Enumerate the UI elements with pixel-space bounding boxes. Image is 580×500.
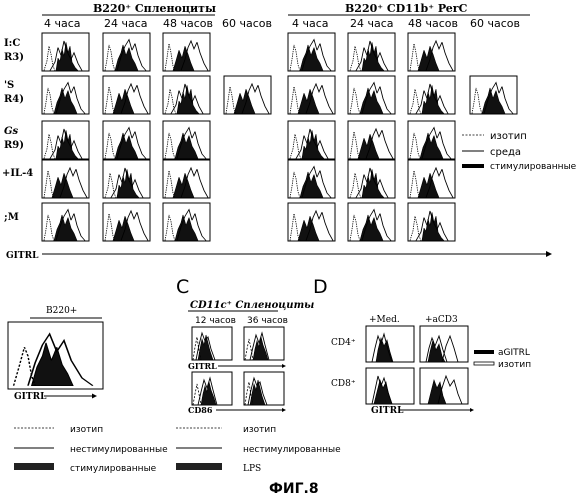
panel-a: B220⁺ Спленоциты B220⁺ CD11b⁺ PerC 4 час… — [2, 2, 577, 261]
panel-a-x-label: GITRL — [6, 251, 39, 261]
panel-a-header-right: B220⁺ CD11b⁺ PerC — [345, 2, 468, 15]
panel-b-legend: изотип нестимулированные стимулированные — [14, 425, 168, 474]
time-label-c-36h: 36 часов — [247, 316, 288, 326]
histogram-grid-left — [42, 33, 271, 241]
legend-a-isotype: изотип — [490, 131, 527, 142]
time-label-left-60h: 60 часов — [222, 17, 272, 30]
panel-d-row-cd8: CD8⁺ — [331, 379, 356, 389]
legend-a-medium: среда — [490, 147, 521, 158]
time-label-right-4h: 4 часа — [292, 17, 329, 30]
legend-b-stimulated: стимулированные — [70, 464, 157, 474]
panel-a-header-left: B220⁺ Спленоциты — [93, 2, 216, 15]
legend-c-isotype: изотип — [243, 425, 276, 435]
panel-c-header: CD11c⁺ Спленоциты — [190, 300, 314, 311]
row-label-1a: I:C — [4, 38, 20, 49]
panel-a-legend: изотип среда стимулированные — [462, 131, 577, 172]
legend-d-agitrl: aGITRL — [498, 348, 530, 358]
time-label-c-12h: 12 часов — [195, 316, 236, 326]
time-label-right-60h: 60 часов — [470, 17, 520, 30]
row-label-5: ;M — [4, 212, 19, 223]
legend-a-stimulated: стимулированные — [490, 162, 577, 172]
row-label-4: +IL-4 — [2, 168, 33, 179]
panel-d-x-label: GITRL — [371, 406, 404, 416]
panel-c-legend: изотип нестимулированные LPS — [176, 425, 341, 474]
time-label-left-48h: 48 часов — [163, 17, 213, 30]
panel-d: D +Med. +aCD3 CD4⁺ CD8⁺ GITRL aGITRL — [313, 276, 531, 416]
row-label-1b: R3) — [4, 52, 24, 63]
time-label-left-24h: 24 часа — [104, 17, 148, 30]
row-label-3a: Gs — [4, 126, 19, 137]
time-label-right-24h: 24 часа — [350, 17, 394, 30]
legend-b-unstimulated: нестимулированные — [70, 445, 168, 455]
panel-b-x-label: GITRL — [14, 392, 47, 402]
panel-d-letter: D — [313, 276, 328, 298]
panel-b-header: B220+ — [46, 306, 77, 316]
panel-c-row-cd86: CD86 — [188, 405, 213, 415]
figure-caption: ФИГ.8 — [269, 481, 319, 497]
panel-b: B220+ GITRL изотип нестимулированные сти… — [8, 306, 168, 474]
row-label-3b: R9) — [4, 140, 24, 151]
time-label-right-48h: 48 часов — [408, 17, 458, 30]
histogram-grid-right — [288, 33, 517, 241]
panel-c-letter: C — [176, 276, 189, 298]
panel-d-col-med: +Med. — [369, 315, 400, 325]
legend-c-lps: LPS — [243, 464, 261, 474]
row-label-2a: 'S — [4, 80, 14, 91]
time-label-left-4h: 4 часа — [44, 17, 81, 30]
panel-d-col-acd3: +aCD3 — [425, 315, 458, 325]
panel-c: C CD11c⁺ Спленоциты 12 часов 36 часов GI… — [176, 276, 341, 474]
row-label-2b: R4) — [4, 94, 24, 105]
panel-c-row-gitrl: GITRL — [188, 361, 217, 371]
panel-d-legend: aGITRL изотип — [474, 348, 531, 370]
legend-b-isotype: изотип — [70, 425, 103, 435]
panel-d-row-cd4: CD4⁺ — [331, 338, 356, 348]
legend-c-unstimulated: нестимулированные — [243, 445, 341, 455]
legend-d-isotype: изотип — [498, 360, 531, 370]
